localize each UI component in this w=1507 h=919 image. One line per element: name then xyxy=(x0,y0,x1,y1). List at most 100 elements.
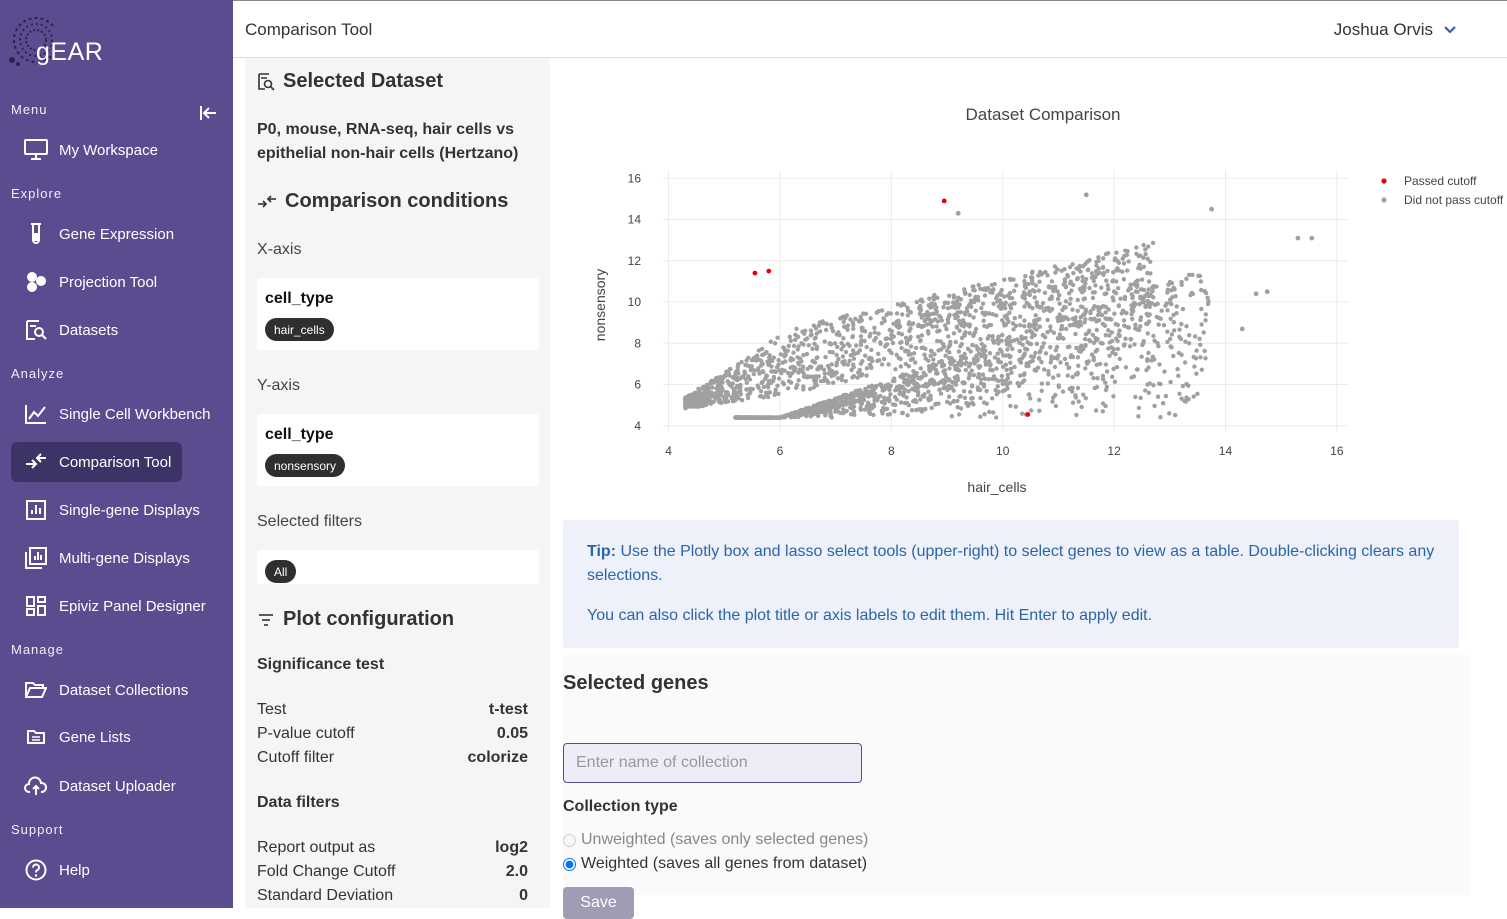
sidebar-item-label: Comparison Tool xyxy=(59,453,172,471)
sidebar-item-epiviz-panel-designer[interactable]: Epiviz Panel Designer xyxy=(11,586,211,626)
collapse-sidebar-icon[interactable] xyxy=(198,103,218,123)
passed-cutoff-point xyxy=(752,270,758,276)
y-tick-label: 8 xyxy=(634,336,641,350)
data-filter-row-output: Report output as log2 xyxy=(257,839,528,856)
chart-title[interactable]: Dataset Comparison xyxy=(966,105,1121,124)
sidebar-item-label: Dataset Collections xyxy=(59,681,189,699)
data-points xyxy=(752,192,1315,417)
compare-arrows-icon xyxy=(23,450,49,474)
selected-genes-section: Selected genes Collection type Unweighte… xyxy=(563,655,1470,919)
top-header: Comparison Tool Joshua Orvis xyxy=(233,0,1507,58)
selected-genes-title: Selected genes xyxy=(563,672,709,694)
x-axis-label: X-axis xyxy=(257,241,302,258)
dataset-search-icon xyxy=(258,72,275,91)
chart-legend[interactable]: Passed cutoff Did not pass cutoff xyxy=(1381,174,1504,207)
sidebar-item-gene-expression[interactable]: Gene Expression xyxy=(11,214,211,254)
folder-list-icon xyxy=(23,725,49,749)
y-tick-label: 6 xyxy=(634,378,641,392)
bar-chart-icon xyxy=(23,498,49,522)
folder-open-icon xyxy=(23,678,49,702)
x-axis-value-tag: hair_cells xyxy=(265,318,334,341)
not-passed-point xyxy=(1128,336,1134,342)
logo-text: gEAR xyxy=(36,38,104,66)
not-passed-point xyxy=(1295,235,1301,241)
not-passed-point xyxy=(1264,289,1270,295)
unweighted-radio[interactable] xyxy=(563,833,576,847)
legend-label: Did not pass cutoff xyxy=(1404,193,1504,207)
y-axis-condition-box[interactable]: cell_type nonsensory xyxy=(257,414,539,486)
x-axis-title[interactable]: hair_cells xyxy=(967,479,1026,495)
user-name: Joshua Orvis xyxy=(1333,20,1433,39)
selected-dataset-heading: Selected Dataset xyxy=(257,70,443,93)
section-explore: Explore xyxy=(11,186,63,201)
point-cloud xyxy=(683,240,1211,420)
sidebar-item-multi-gene-displays[interactable]: Multi-gene Displays xyxy=(11,538,211,578)
selected-filters-label: Selected filters xyxy=(257,513,362,530)
y-axis-title[interactable]: nonsensory xyxy=(592,269,608,341)
sidebar-item-label: Help xyxy=(59,861,90,879)
sidebar-item-my-workspace[interactable]: My Workspace xyxy=(11,130,211,170)
line-chart-icon xyxy=(23,402,49,426)
data-filter-row-foldchange: Fold Change Cutoff 2.0 xyxy=(257,863,528,880)
x-axis-condition-box[interactable]: cell_type hair_cells xyxy=(257,278,539,350)
weighted-option[interactable]: Weighted (saves all genes from dataset) xyxy=(563,855,867,873)
sidebar-item-label: Projection Tool xyxy=(59,273,158,291)
gear-logo[interactable]: gEAR xyxy=(6,16,106,74)
sidebar-item-label: Multi-gene Displays xyxy=(59,549,190,567)
y-tick-label: 12 xyxy=(628,254,642,268)
sidebar-item-dataset-collections[interactable]: Dataset Collections xyxy=(11,670,211,710)
tip-text-2: You can also click the plot title or axi… xyxy=(587,607,1153,624)
y-tick-label: 14 xyxy=(628,213,642,227)
not-passed-point xyxy=(955,210,961,216)
chevron-down-icon xyxy=(1444,26,1456,34)
save-button[interactable]: Save xyxy=(563,887,634,919)
data-filter-row-stddev: Standard Deviation 0 xyxy=(257,887,528,904)
user-menu[interactable]: Joshua Orvis xyxy=(1334,20,1457,40)
scatter-plot-panel[interactable]: 4 6 8 10 12 14 16 4 6 8 10 12 14 16 Dataset Compariso… xyxy=(563,68,1504,518)
multi-chart-icon xyxy=(23,546,49,570)
sidebar: gEAR Menu My Workspace Explore Gene Expr… xyxy=(0,0,233,908)
passed-cutoff-point xyxy=(766,268,772,274)
not-passed-point xyxy=(1239,326,1245,332)
x-tick-label: 16 xyxy=(1330,444,1344,458)
tip-box: Tip: Use the Plotly box and lasso select… xyxy=(563,520,1459,648)
x-tick-label: 12 xyxy=(1107,444,1121,458)
sidebar-item-single-cell-workbench[interactable]: Single Cell Workbench xyxy=(11,394,211,434)
not-passed-point xyxy=(1309,235,1315,241)
sidebar-item-dataset-uploader[interactable]: Dataset Uploader xyxy=(11,766,211,806)
sidebar-item-single-gene-displays[interactable]: Single-gene Displays xyxy=(11,490,211,530)
compare-arrows-icon xyxy=(258,194,276,208)
axis-ticks: 4 6 8 10 12 14 16 4 6 8 10 12 14 16 xyxy=(628,171,1344,458)
collection-type-label: Collection type xyxy=(563,798,678,815)
comparison-conditions-heading: Comparison conditions xyxy=(257,190,508,213)
not-passed-point xyxy=(1253,291,1259,297)
x-tick-label: 6 xyxy=(777,444,784,458)
selected-filters-box[interactable]: All xyxy=(257,550,539,584)
sidebar-item-help[interactable]: Help xyxy=(11,850,211,890)
sidebar-item-label: My Workspace xyxy=(59,141,158,159)
x-axis-field: cell_type xyxy=(265,290,334,307)
legend-marker xyxy=(1381,197,1387,203)
not-passed-point xyxy=(1083,192,1089,198)
sidebar-item-datasets[interactable]: Datasets xyxy=(11,310,211,350)
test-tube-icon xyxy=(23,222,49,246)
y-tick-label: 16 xyxy=(628,171,642,185)
passed-cutoff-point xyxy=(941,198,947,204)
sidebar-item-label: Epiviz Panel Designer xyxy=(59,597,206,615)
unweighted-option[interactable]: Unweighted (saves only selected genes) xyxy=(563,831,868,849)
sidebar-item-comparison-tool[interactable]: Comparison Tool xyxy=(11,442,182,482)
y-axis-value-tag: nonsensory xyxy=(265,454,346,477)
sidebar-item-projection-tool[interactable]: Projection Tool xyxy=(11,262,211,302)
passed-cutoff-point xyxy=(1025,412,1031,417)
sidebar-item-gene-lists[interactable]: Gene Lists xyxy=(11,717,211,757)
y-tick-label: 4 xyxy=(634,419,641,433)
sidebar-item-label: Datasets xyxy=(59,321,119,339)
monitor-icon xyxy=(23,138,49,162)
data-filters-heading: Data filters xyxy=(257,794,340,811)
grid-icon xyxy=(23,594,49,618)
weighted-radio[interactable] xyxy=(563,857,576,871)
not-passed-point xyxy=(1209,206,1214,212)
collection-name-input[interactable] xyxy=(563,743,862,783)
circles-icon xyxy=(23,270,49,294)
scatter-chart[interactable]: 4 6 8 10 12 14 16 4 6 8 10 12 14 16 Dataset Compariso… xyxy=(563,68,1507,518)
